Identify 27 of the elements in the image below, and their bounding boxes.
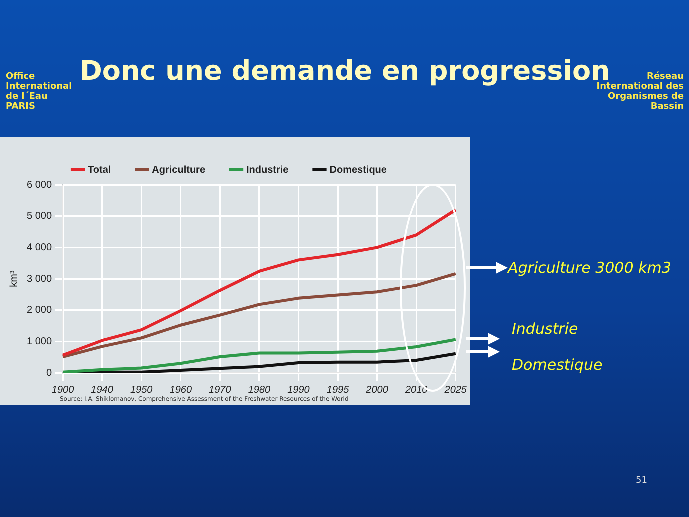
x-tick-label: 1950 — [130, 384, 154, 396]
text: Industrie — [512, 320, 578, 338]
y-tick-label: 5 000 — [26, 211, 52, 222]
x-tick-label: 2025 — [444, 384, 468, 396]
y-tick-label: 4 000 — [26, 242, 52, 254]
x-tick-label: 1990 — [288, 384, 310, 396]
legend-label: Industrie — [246, 164, 290, 176]
y-axis-title: km³ — [8, 270, 20, 288]
x-tick-label: 1980 — [248, 384, 272, 396]
legend-label: Agriculture — [152, 164, 206, 176]
y-tick-label: 0 — [46, 368, 52, 379]
x-tick-label: 1940 — [91, 384, 114, 396]
legend-label: Total — [88, 164, 112, 176]
x-tick-label: 1900 — [52, 384, 75, 396]
text: Agriculture 3000 km3 — [508, 259, 672, 277]
y-tick-label: 6 000 — [26, 180, 52, 191]
text: Domestique — [512, 356, 603, 374]
x-tick-label: 1995 — [326, 384, 350, 396]
y-tick-label: 3 000 — [26, 274, 52, 285]
x-tick-label: 1960 — [170, 384, 192, 396]
legend-label: Domestique — [330, 164, 388, 176]
y-tick-label: 2 000 — [26, 305, 52, 316]
text: Office International de l´Eau PARIS — [6, 72, 74, 112]
x-tick-label: 1970 — [209, 384, 232, 396]
x-tick-label: 2000 — [365, 384, 389, 396]
y-tick-label: 1 000 — [26, 336, 52, 348]
text: 51 — [636, 476, 648, 486]
